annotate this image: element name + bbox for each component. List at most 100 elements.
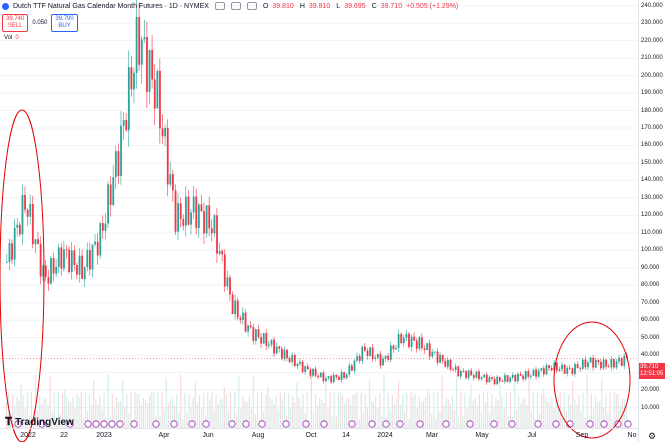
candle-body <box>296 363 299 367</box>
volume-bar <box>412 396 414 428</box>
volume-bar <box>567 394 570 428</box>
volume-bar <box>64 389 66 428</box>
volume-bar <box>236 414 238 428</box>
volume-bar <box>526 405 528 428</box>
event-marker-icon <box>382 420 390 428</box>
volume-bar <box>178 412 180 428</box>
event-marker-icon <box>66 420 74 428</box>
volume-bar <box>441 376 443 428</box>
volume-bar <box>43 399 45 428</box>
candle-body <box>540 368 543 371</box>
volume-bar <box>507 415 510 428</box>
volume-bar <box>20 384 22 428</box>
tradingview-logo[interactable]: 𝐓 TradingView <box>5 416 74 429</box>
volume-bar <box>57 392 60 428</box>
volume-bar <box>621 398 624 428</box>
volume-bar <box>435 418 437 428</box>
symbol-title[interactable]: Dutch TTF Natural Gas Calendar Month Fut… <box>13 2 209 10</box>
candle-body <box>304 366 307 373</box>
candle-body <box>568 367 571 369</box>
candle-body <box>52 257 55 274</box>
gear-icon[interactable] <box>230 2 241 10</box>
candle-body <box>293 355 296 367</box>
volume-bar <box>198 396 201 428</box>
volume-bar <box>18 400 20 428</box>
volume-bar <box>76 393 78 428</box>
volume-bar <box>192 397 194 428</box>
candle-body <box>444 360 447 367</box>
volume-bar <box>223 386 225 428</box>
spread-value: 0.050 <box>32 20 48 26</box>
volume-bar <box>225 394 227 428</box>
candle-body <box>140 39 143 65</box>
candle-body <box>270 339 273 345</box>
volume-bar <box>399 404 402 428</box>
candle-body <box>418 337 421 349</box>
buy-button[interactable]: 39.790 BUY <box>51 14 78 32</box>
axis-settings-icon[interactable]: ⚙ <box>648 431 657 441</box>
candle-body <box>488 377 491 383</box>
volume-bar <box>248 396 250 428</box>
candle-body <box>200 204 203 212</box>
candle-body <box>255 329 257 341</box>
candle-body <box>291 355 294 362</box>
volume-legend: Vol 0 <box>4 35 19 41</box>
volume-bar <box>252 375 254 428</box>
candle-body <box>615 361 618 368</box>
volume-bar <box>267 386 269 428</box>
candle-body <box>107 184 109 224</box>
price-tick-label: 10.000 <box>641 404 660 411</box>
candle-body <box>70 250 73 272</box>
price-tick-label: 170.000 <box>641 125 663 132</box>
volume-bar <box>277 410 279 428</box>
sell-price: 39.740 <box>6 16 25 22</box>
volume-bar <box>279 392 281 428</box>
eye-icon[interactable] <box>214 2 225 10</box>
candle-body <box>511 374 514 378</box>
candle-body <box>262 333 265 344</box>
candle-body <box>400 333 403 344</box>
candle-body <box>96 241 99 256</box>
sell-label: SELL <box>7 23 23 29</box>
candle-body <box>57 247 60 267</box>
price-tick-label: 140.000 <box>641 177 663 184</box>
volume-bar <box>580 410 582 428</box>
event-marker-icon <box>258 420 266 428</box>
more-icon[interactable] <box>246 2 257 10</box>
candle-body <box>454 366 457 370</box>
candle-body <box>130 67 133 90</box>
price-tick-label: 230.000 <box>641 20 663 27</box>
candle-body <box>470 370 473 376</box>
candle-body <box>159 70 161 129</box>
volume-bar <box>103 392 105 428</box>
volume-bar <box>163 409 165 428</box>
volume-bar <box>574 399 576 428</box>
candle-body <box>275 346 278 354</box>
volume-bar <box>615 394 617 428</box>
trade-box: 39.740 SELL 0.050 39.790 BUY <box>2 14 78 32</box>
price-tick-label: 180.000 <box>641 107 663 114</box>
price-tick-label: 80.000 <box>641 282 660 289</box>
volume-bar <box>480 412 483 428</box>
candle-body <box>431 351 434 357</box>
event-marker-icon <box>108 420 116 428</box>
volume-bar <box>528 376 530 428</box>
volume-bar <box>368 379 371 428</box>
sell-button[interactable]: 39.740 SELL <box>2 14 29 32</box>
candle-body <box>249 325 252 328</box>
volume-bar <box>263 411 265 428</box>
volume-bar <box>49 376 51 428</box>
candle-body <box>283 349 286 359</box>
candle-body <box>63 249 65 269</box>
volume-bar <box>609 392 611 428</box>
candle-body <box>413 336 416 341</box>
candle-body <box>561 364 563 370</box>
candle-body <box>127 67 130 131</box>
volume-bar <box>317 405 319 428</box>
chart-header: Dutch TTF Natural Gas Calendar Month Fut… <box>0 0 640 32</box>
volume-bar <box>238 375 240 428</box>
volume-bar <box>451 395 454 428</box>
volume-bar <box>366 406 369 428</box>
event-marker-icon <box>130 420 138 428</box>
